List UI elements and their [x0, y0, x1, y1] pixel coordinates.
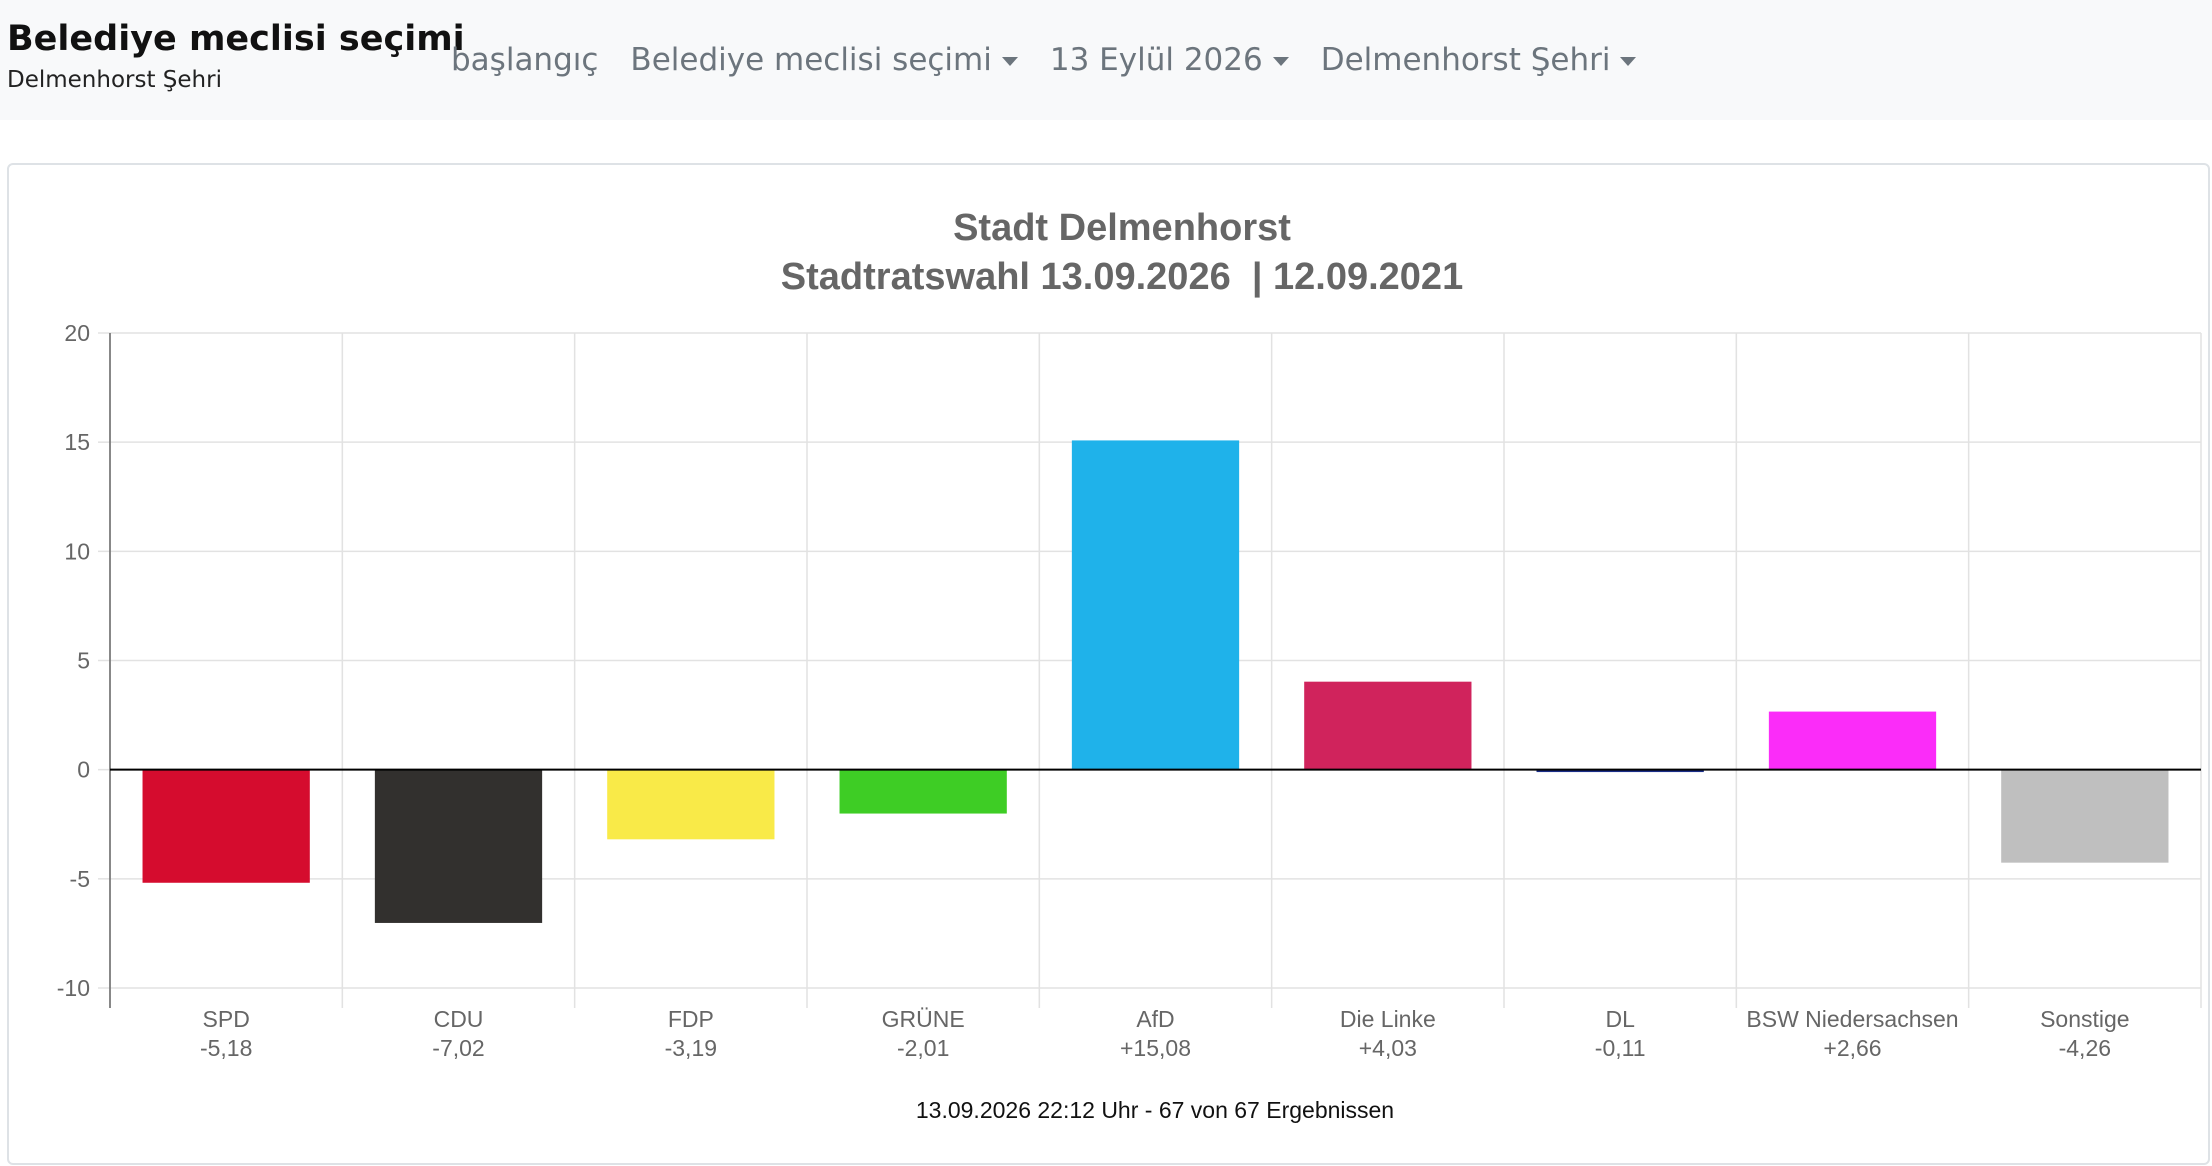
page-subtitle: Delmenhorst Şehri — [7, 67, 222, 93]
x-category-label: Die Linke — [1340, 1006, 1436, 1032]
bar — [1304, 681, 1472, 770]
x-value-label: -3,19 — [665, 1035, 717, 1061]
nav-home-link[interactable]: başlangıç — [451, 42, 598, 78]
labels: 20 15 10 5 0 -5 -10 SPD -5,18 CDU -7,02 FDP -3,19 GRÜ… — [57, 320, 2130, 1061]
chevron-down-icon — [1272, 56, 1289, 66]
bar — [1071, 440, 1240, 770]
nav-home-label: başlangıç — [451, 42, 599, 78]
x-value-label: +4,03 — [1359, 1035, 1417, 1061]
x-category-label: GRÜNE — [882, 1006, 965, 1032]
x-value-label: -7,02 — [432, 1035, 484, 1061]
chart-subtitle: Stadtratswahl 13.09.2026 | 12.09.2021 — [781, 256, 1463, 298]
chart-title: Stadt Delmenhorst — [953, 207, 1291, 249]
y-tick-label: 0 — [77, 757, 90, 783]
x-category-label: AfD — [1136, 1006, 1174, 1032]
nav-election-dropdown[interactable]: Belediye meclisi seçimi — [630, 42, 1018, 78]
navbar: Belediye meclisi seçimi Delmenhorst Şehr… — [0, 0, 2212, 120]
y-tick-label: 5 — [77, 648, 90, 674]
y-tick-label: -5 — [70, 866, 90, 892]
x-category-label: BSW Niedersachsen — [1746, 1006, 1958, 1032]
page-title: Belediye meclisi seçimi — [7, 19, 465, 59]
bar — [1536, 769, 1704, 773]
x-value-label: -0,11 — [1595, 1035, 1646, 1061]
x-value-label: -5,18 — [200, 1035, 252, 1061]
bar — [142, 769, 310, 883]
x-category-label: SPD — [203, 1006, 250, 1032]
y-tick-label: -10 — [57, 975, 90, 1001]
y-tick-label: 15 — [64, 429, 90, 455]
x-value-label: -2,01 — [897, 1035, 949, 1061]
nav-date-label: 13 Eylül 2026 — [1049, 42, 1263, 78]
nav-election-label: Belediye meclisi seçimi — [630, 42, 992, 78]
chevron-down-icon — [1001, 56, 1018, 66]
brand[interactable]: Belediye meclisi seçimi Delmenhorst Şehr… — [7, 14, 465, 96]
bar — [2001, 769, 2169, 863]
y-tick-label: 10 — [64, 538, 90, 564]
x-category-label: FDP — [668, 1006, 714, 1032]
nav-area-label: Delmenhorst Şehri — [1320, 42, 1611, 78]
bar — [607, 769, 775, 840]
nav-date-dropdown[interactable]: 13 Eylül 2026 — [1050, 42, 1289, 78]
x-category-label: DL — [1605, 1006, 1635, 1032]
x-category-label: Sonstige — [2040, 1006, 2130, 1032]
bar — [839, 769, 1007, 814]
bar — [1768, 711, 1937, 770]
x-value-label: +15,08 — [1120, 1035, 1191, 1061]
nav-area-dropdown[interactable]: Delmenhorst Şehri — [1321, 42, 1637, 78]
chart-footnote: 13.09.2026 22:12 Uhr - 67 von 67 Ergebni… — [916, 1097, 1394, 1123]
bar — [374, 769, 543, 923]
x-category-label: CDU — [434, 1006, 484, 1032]
x-value-label: +2,66 — [1823, 1035, 1881, 1061]
nav-menu: başlangıç Belediye meclisi seçimi 13 Eyl… — [451, 38, 1668, 82]
x-value-label: -4,26 — [2059, 1035, 2111, 1061]
chevron-down-icon — [1620, 56, 1637, 66]
chart-card: Stadt Delmenhorst Stadtratswahl 13.09.20… — [7, 163, 2210, 1165]
axes — [109, 333, 2201, 1008]
bars — [142, 440, 2169, 923]
bar-chart: Stadt Delmenhorst Stadtratswahl 13.09.20… — [57, 207, 2202, 1123]
y-tick-label: 20 — [64, 320, 90, 346]
